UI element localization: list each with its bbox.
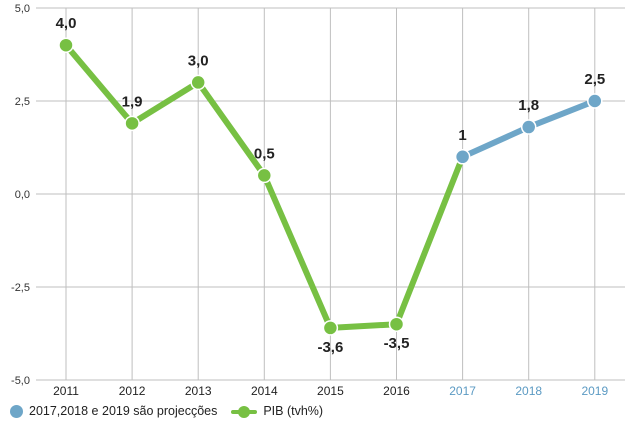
y-tick-label: -2,5 xyxy=(11,282,30,294)
data-label: 2,5 xyxy=(584,71,605,88)
data-point xyxy=(587,93,603,109)
data-point xyxy=(322,320,339,336)
data-point xyxy=(388,316,405,332)
data-point xyxy=(256,167,273,184)
legend-pib-label: PIB (tvh%) xyxy=(263,404,324,418)
data-label: 1 xyxy=(458,127,466,144)
data-point xyxy=(124,115,140,132)
data-point xyxy=(454,149,471,165)
x-tick-label: 2015 xyxy=(317,384,344,398)
x-tick-label: 2013 xyxy=(185,384,212,398)
x-tick-label: 2018 xyxy=(515,384,542,398)
data-label: -3,6 xyxy=(317,339,343,356)
y-tick-label: 0,0 xyxy=(15,189,30,201)
legend-projection-marker xyxy=(10,404,23,418)
legend-pib-marker xyxy=(231,405,258,418)
data-point xyxy=(520,119,537,135)
x-tick-label: 2011 xyxy=(53,384,79,398)
data-label: -3,5 xyxy=(384,335,410,352)
data-point xyxy=(190,74,206,91)
y-tick-label: -5,0 xyxy=(11,375,30,387)
y-tick-label: 2,5 xyxy=(15,96,30,108)
x-tick-label: 2019 xyxy=(581,384,608,398)
x-tick-label: 2014 xyxy=(251,384,278,398)
line-chart: 5,0 2,5 0,0 -2,5 -5,0 2011 2012 2013 2014 2015 201… xyxy=(11,3,625,398)
legend-projection-label: 2017,2018 e 2019 são projecções xyxy=(29,404,218,418)
data-label: 1,9 xyxy=(122,93,143,110)
data-label: 3,0 xyxy=(188,52,209,69)
x-tick-label: 2017 xyxy=(449,384,476,398)
x-tick-label: 2016 xyxy=(383,384,410,398)
data-label: 0,5 xyxy=(254,145,275,162)
y-tick-label: 5,0 xyxy=(15,3,30,15)
data-label: 4,0 xyxy=(56,15,77,32)
data-label: 1,8 xyxy=(518,97,539,114)
data-point xyxy=(58,37,74,53)
chart-legend: 2017,2018 e 2019 são projecções PIB (tvh… xyxy=(10,402,323,420)
x-tick-label: 2012 xyxy=(119,384,146,398)
